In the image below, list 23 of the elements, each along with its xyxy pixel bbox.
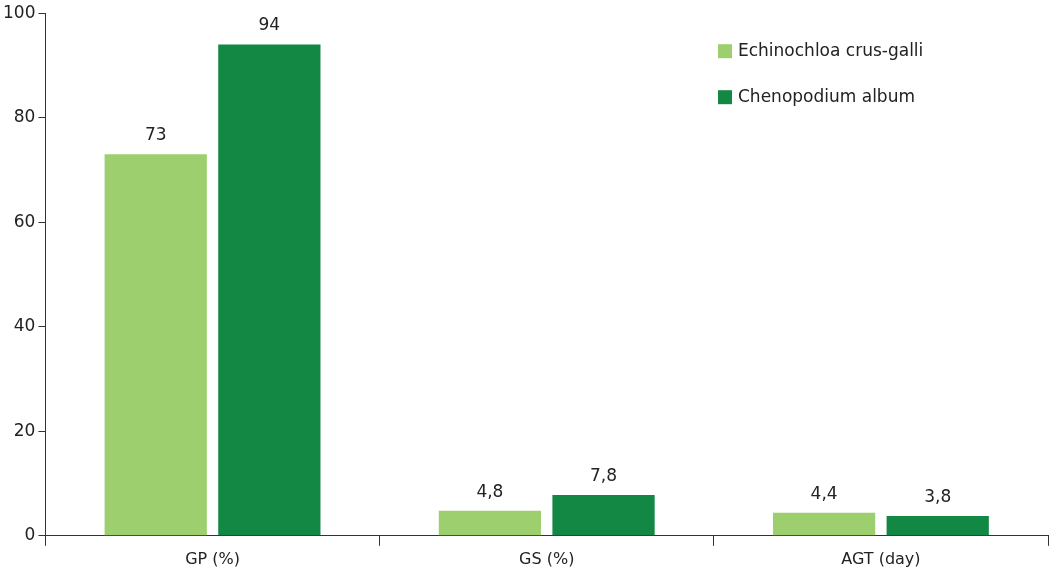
- y-tick-label: 40: [13, 315, 36, 336]
- y-tick-label: 20: [13, 419, 36, 440]
- x-tick-label: GP (%): [185, 548, 240, 568]
- bar: [552, 495, 655, 536]
- y-tick-label: 0: [24, 524, 36, 545]
- y-tick-label: 80: [13, 106, 36, 127]
- x-tick-label: GS (%): [519, 548, 575, 568]
- bar: [104, 154, 207, 536]
- y-tick-label: 60: [13, 210, 36, 231]
- bar: [438, 510, 542, 536]
- legend-label: Echinochloa crus-galli: [738, 39, 924, 60]
- data-label: 4,8: [476, 480, 504, 501]
- data-label: 7,8: [590, 464, 618, 485]
- bar: [772, 512, 876, 536]
- data-label: 3,8: [924, 485, 952, 506]
- legend-label: Chenopodium album: [738, 85, 915, 106]
- bar: [886, 515, 989, 536]
- x-tick-label: AGT (day): [841, 548, 921, 568]
- y-tick-label: 100: [2, 1, 36, 22]
- data-label: 73: [144, 124, 167, 145]
- data-label: 94: [258, 14, 281, 35]
- bar: [218, 44, 321, 536]
- data-label: 4,4: [810, 482, 838, 503]
